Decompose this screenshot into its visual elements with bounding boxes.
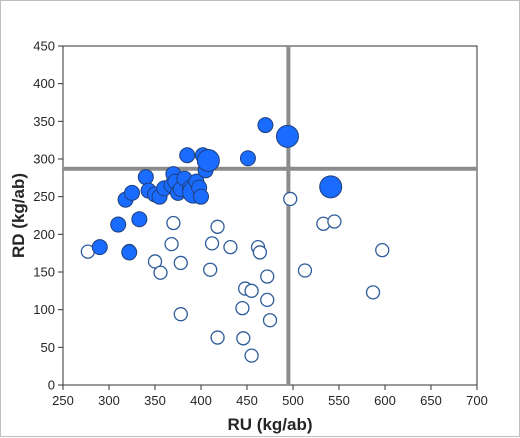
open-data-point <box>166 215 181 231</box>
open-data-point <box>375 243 390 258</box>
y-tick-label: 50 <box>41 340 55 355</box>
x-tick-label: 250 <box>52 393 74 408</box>
open-data-point <box>283 191 298 207</box>
filled-data-point <box>110 216 127 233</box>
open-data-point <box>223 239 238 255</box>
filled-data-point <box>275 124 299 148</box>
open-data-point <box>260 292 275 308</box>
x-tick-label: 600 <box>374 393 396 408</box>
open-data-point <box>327 214 342 229</box>
x-tick-label: 400 <box>190 393 212 408</box>
filled-data-point <box>121 244 138 261</box>
open-data-point <box>244 348 259 363</box>
y-tick-label: 100 <box>33 302 55 317</box>
filled-data-point <box>257 117 274 134</box>
open-data-point <box>262 313 278 328</box>
filled-data-point <box>124 184 140 201</box>
filled-data-point <box>319 175 343 199</box>
open-data-point <box>153 265 168 280</box>
x-axis-title: RU (kg/ab) <box>228 415 313 434</box>
filled-data-point <box>193 188 209 205</box>
y-tick-label: 250 <box>33 189 55 204</box>
y-tick-label: 350 <box>33 114 55 129</box>
filled-data-point <box>179 147 196 164</box>
x-tick-label: 450 <box>236 393 258 408</box>
y-tick-label: 400 <box>33 76 55 91</box>
x-tick-label: 300 <box>98 393 120 408</box>
filled-data-point <box>131 211 148 228</box>
y-tick-label: 150 <box>33 265 55 280</box>
filled-data-point <box>137 169 154 186</box>
open-data-point <box>244 283 259 298</box>
open-data-point <box>164 236 179 252</box>
y-tick-label: 0 <box>48 378 55 393</box>
open-data-point <box>252 245 268 260</box>
y-axis-title: RD (kg/ab) <box>9 173 28 258</box>
filled-data-point <box>91 239 108 256</box>
open-data-point <box>210 219 225 234</box>
filled-data-point <box>239 150 256 167</box>
x-tick-label: 350 <box>144 393 166 408</box>
y-tick-label: 300 <box>33 152 55 167</box>
filled-data-point <box>196 149 220 173</box>
open-data-point <box>173 307 188 322</box>
x-tick-label: 650 <box>420 393 442 408</box>
open-data-point <box>297 263 313 278</box>
open-data-point <box>173 255 188 271</box>
x-tick-label: 700 <box>466 393 488 408</box>
x-tick-label: 550 <box>328 393 350 408</box>
open-data-point <box>260 269 275 284</box>
open-data-point <box>365 285 381 300</box>
open-data-point <box>210 330 225 345</box>
open-data-point <box>203 262 218 277</box>
x-tick-label: 500 <box>282 393 304 408</box>
plot-area-border <box>62 45 478 386</box>
open-data-point <box>235 301 250 316</box>
open-data-point <box>236 331 251 346</box>
open-data-point <box>147 254 163 269</box>
y-tick-label: 450 <box>33 39 55 54</box>
y-tick-label: 200 <box>33 227 55 242</box>
open-data-point <box>204 236 220 251</box>
